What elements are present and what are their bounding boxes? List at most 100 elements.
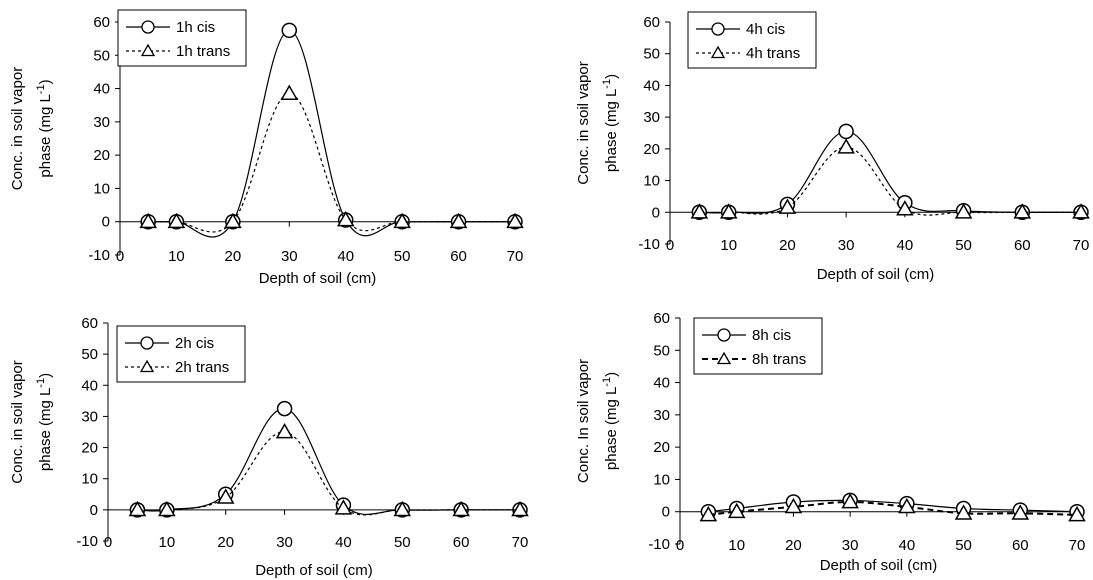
chart-panel-1: -10 0 10 20 30 40 50 60 0 10 20 30 40 50 60 70 Depth of … [9, 9, 524, 287]
x-tick-label: 60 [450, 248, 467, 265]
y-tick-label: 40 [93, 81, 110, 98]
x-tick-label: 40 [335, 534, 352, 551]
y-tick-label: 60 [81, 315, 98, 332]
data-point-triangle [216, 488, 235, 504]
legend: 2h cis 2h trans [116, 325, 246, 383]
y-axis-title-line1: Conc. in soil vapor [575, 61, 592, 184]
data-point-triangle [280, 84, 299, 100]
x-tick-label: 20 [779, 237, 796, 254]
y-tick-label: 0 [102, 214, 110, 231]
legend-marker-circle [717, 328, 731, 342]
y-tick-label: 20 [643, 141, 660, 158]
y-axis-title-unit: phase (mg L [37, 94, 54, 177]
legend-label: 4h cis [746, 21, 785, 38]
legend-label: 4h trans [746, 45, 800, 62]
data-point-triangle [336, 211, 355, 227]
x-tick-label: 60 [1012, 537, 1029, 554]
data-point-triangle [167, 212, 186, 229]
legend-marker-triangle [716, 351, 732, 365]
data-point-triangle [224, 212, 242, 229]
data-point-circle [276, 400, 293, 417]
data-point-triangle [139, 212, 158, 229]
legend-marker-triangle [710, 45, 726, 59]
x-tick-label: 40 [337, 248, 354, 265]
y-tick-label: 0 [662, 504, 670, 521]
data-point-triangle [334, 499, 353, 515]
y-tick-label: 20 [653, 439, 670, 456]
x-tick-label: 20 [225, 248, 242, 265]
chart-panel-3: -10 0 10 20 30 40 50 60 0 10 20 30 40 50 60 70 Depth of … [9, 315, 529, 579]
chart-panel-4: -10 0 10 20 30 40 50 60 0 10 20 30 40 50 60 70 Depth of … [575, 310, 1086, 574]
legend-marker-circle [140, 336, 154, 350]
data-point-triangle [898, 497, 916, 514]
y-tick-label: 60 [93, 14, 110, 31]
y-axis-title-superscript: -1 [35, 84, 47, 94]
x-axis-title: Depth of soil (cm) [817, 266, 935, 283]
data-point-triangle [393, 500, 412, 517]
legend-box [116, 325, 246, 383]
y-tick-label: 30 [81, 408, 98, 425]
y-tick-label: -10 [76, 533, 98, 550]
y-tick-label: 50 [81, 346, 98, 363]
x-axis-title: Depth of soil (cm) [259, 270, 377, 287]
x-tick-label: 0 [116, 248, 124, 265]
data-point-triangle [1072, 203, 1090, 219]
series-line-2h-trans [137, 431, 521, 516]
legend-label: 8h trans [752, 351, 806, 368]
x-tick-label: 50 [394, 534, 411, 551]
y-tick-label: 50 [643, 46, 660, 63]
data-point-triangle [1011, 504, 1030, 520]
x-tick-label: 20 [217, 534, 234, 551]
y-axis-title-superscript: -1 [601, 79, 613, 89]
legend: 4h cis 4h trans [687, 11, 817, 69]
y-tick-label: 10 [653, 471, 670, 488]
x-tick-label: 10 [720, 237, 737, 254]
data-point-triangle [511, 500, 529, 517]
y-axis-title-close: ) [603, 74, 620, 79]
y-axis-title-line1: Conc. in soil vapor [9, 67, 26, 190]
x-tick-label: 70 [507, 248, 524, 265]
y-tick-label: -10 [88, 247, 110, 264]
y-tick-label: 10 [93, 180, 110, 197]
y-tick-label: 50 [653, 342, 670, 359]
data-point-triangle [841, 493, 859, 509]
y-axis-title-line2: phase (mg L-1) [35, 79, 54, 177]
y-tick-label: 40 [653, 375, 670, 392]
legend-marker-triangle [140, 43, 156, 57]
y-tick-label: -10 [638, 236, 660, 253]
data-point-triangle [954, 203, 973, 219]
y-tick-label: 0 [652, 204, 660, 221]
data-point-triangle [506, 212, 524, 229]
data-point-triangle [727, 502, 746, 519]
x-tick-label: 0 [104, 534, 112, 551]
legend-label: 1h trans [176, 43, 230, 60]
y-axis-title-line2: phase (mg L-1) [35, 373, 54, 471]
x-tick-label: 50 [955, 237, 972, 254]
y-axis-title-close: ) [603, 372, 620, 377]
y-tick-label: 20 [93, 147, 110, 164]
data-point-circle [838, 123, 854, 140]
data-point-triangle [128, 500, 147, 517]
y-axis-title-superscript: -1 [35, 378, 47, 388]
data-point-triangle [452, 500, 470, 517]
x-tick-label: 10 [168, 248, 185, 265]
data-point-triangle [954, 504, 973, 520]
y-tick-label: 40 [81, 377, 98, 394]
y-tick-label: 0 [90, 502, 98, 519]
x-tick-label: 70 [1069, 537, 1086, 554]
y-axis-title-unit: phase (mg L [603, 89, 620, 172]
data-point-triangle [158, 500, 176, 517]
x-tick-label: 10 [159, 534, 176, 551]
chart-panel-2: -10 0 10 20 30 40 50 60 0 10 20 30 40 50 60 70 Depth of … [575, 11, 1090, 283]
x-tick-label: 10 [728, 537, 745, 554]
series-line-2h-cis [137, 408, 521, 515]
legend-label: 2h cis [175, 335, 214, 352]
data-point-triangle [896, 200, 914, 216]
legend: 8h cis 8h trans [693, 317, 823, 375]
legend-box [687, 11, 817, 69]
x-tick-label: 50 [394, 248, 411, 265]
x-tick-label: 30 [838, 237, 855, 254]
y-tick-label: 10 [81, 471, 98, 488]
data-point-triangle [393, 212, 411, 229]
series-line-4h-cis [699, 130, 1082, 214]
